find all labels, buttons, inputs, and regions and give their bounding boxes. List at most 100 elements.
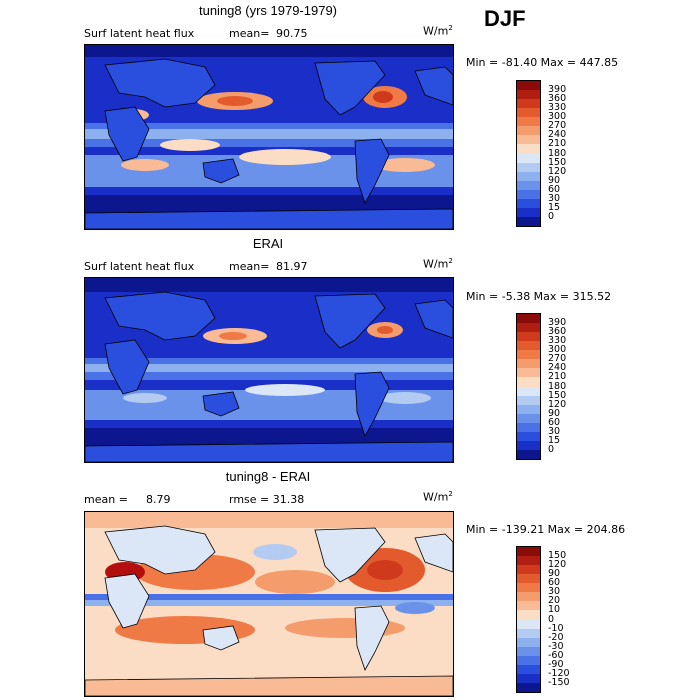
colorbar-tick-label: 0	[548, 443, 555, 455]
colorbar-segment	[517, 117, 540, 127]
colorbar-tick-label: 20	[548, 595, 561, 607]
panel-2-mean-label: mean=	[229, 260, 270, 273]
colorbar-segment	[517, 323, 540, 333]
panel-2-units: W/m2	[423, 257, 453, 271]
panel-1-colorbar	[516, 80, 541, 227]
colorbar-tick-label: 240	[548, 129, 567, 141]
panel-1-minmax: Min = -81.40 Max = 447.85	[466, 56, 619, 69]
colorbar-tick-label: 210	[548, 371, 567, 383]
colorbar-tick-label: 60	[548, 183, 561, 195]
panel-3-title: tuning8 - ERAI	[225, 469, 311, 484]
colorbar-segment	[517, 422, 540, 432]
colorbar-tick-label: 270	[548, 120, 567, 132]
colorbar-segment	[517, 108, 540, 118]
colorbar-tick-label: -10	[548, 622, 564, 634]
colorbar-segment	[517, 189, 540, 199]
panel-3-map	[84, 511, 454, 697]
panel-1-variable-label: Surf latent heat flux	[84, 27, 195, 40]
colorbar-segment	[517, 547, 540, 557]
colorbar-tick-label: 300	[548, 111, 567, 123]
colorbar-segment	[517, 601, 540, 611]
colorbar-tick-label: 60	[548, 416, 561, 428]
colorbar-tick-label: -20	[548, 631, 564, 643]
colorbar-segment	[517, 171, 540, 181]
colorbar-tick-label: 330	[548, 335, 567, 347]
colorbar-segment	[517, 99, 540, 109]
colorbar-tick-label: 120	[548, 559, 567, 571]
colorbar-tick-label: 330	[548, 102, 567, 114]
colorbar-segment	[517, 81, 540, 91]
colorbar-tick-label: -60	[548, 649, 564, 661]
colorbar-segment	[517, 126, 540, 136]
colorbar-segment	[517, 655, 540, 665]
colorbar-segment	[517, 332, 540, 342]
colorbar-segment	[517, 216, 540, 226]
colorbar-tick-label: 30	[548, 192, 561, 204]
colorbar-segment	[517, 556, 540, 566]
colorbar-tick-label: 150	[548, 550, 567, 562]
colorbar-segment	[517, 565, 540, 575]
colorbar-tick-label: 360	[548, 326, 567, 338]
colorbar-segment	[517, 610, 540, 620]
colorbar-segment	[517, 162, 540, 172]
colorbar-tick-label: 60	[548, 577, 561, 589]
colorbar-segment	[517, 637, 540, 647]
colorbar-segment	[517, 673, 540, 683]
colorbar-segment	[517, 395, 540, 405]
colorbar-tick-label: -150	[548, 676, 570, 688]
colorbar-tick-label: -120	[548, 667, 570, 679]
colorbar-segment	[517, 592, 540, 602]
colorbar-tick-label: 150	[548, 156, 567, 168]
panel-3-colorbar	[516, 546, 541, 693]
panel-2-map	[84, 277, 454, 463]
colorbar-tick-label: 120	[548, 398, 567, 410]
colorbar-segment	[517, 135, 540, 145]
colorbar-segment	[517, 377, 540, 387]
colorbar-segment	[517, 574, 540, 584]
colorbar-segment	[517, 404, 540, 414]
panel-1-mean-value: 90.75	[276, 27, 308, 40]
panel-2-minmax: Min = -5.38 Max = 315.52	[466, 290, 612, 303]
colorbar-segment	[517, 664, 540, 674]
colorbar-tick-label: 10	[548, 604, 561, 616]
colorbar-tick-label: 90	[548, 407, 561, 419]
colorbar-tick-label: 180	[548, 147, 567, 159]
colorbar-tick-label: 390	[548, 84, 567, 96]
panel-3-mean-label: mean =	[84, 493, 128, 506]
colorbar-segment	[517, 144, 540, 154]
colorbar-segment	[517, 350, 540, 360]
colorbar-tick-label: 15	[548, 434, 561, 446]
colorbar-segment	[517, 431, 540, 441]
colorbar-segment	[517, 198, 540, 208]
panel-2-colorbar	[516, 313, 541, 460]
colorbar-segment	[517, 440, 540, 450]
colorbar-tick-label: 15	[548, 201, 561, 213]
colorbar-segment	[517, 153, 540, 163]
season-label: DJF	[484, 6, 526, 31]
colorbar-segment	[517, 90, 540, 100]
panel-3-rmse: rmse = 31.38	[229, 493, 305, 506]
colorbar-segment	[517, 628, 540, 638]
colorbar-tick-label: 300	[548, 344, 567, 356]
colorbar-segment	[517, 207, 540, 217]
colorbar-segment	[517, 314, 540, 324]
colorbar-segment	[517, 646, 540, 656]
panel-2-variable-label: Surf latent heat flux	[84, 260, 195, 273]
colorbar-segment	[517, 449, 540, 459]
colorbar-segment	[517, 180, 540, 190]
colorbar-tick-label: 270	[548, 353, 567, 365]
colorbar-tick-label: 150	[548, 389, 567, 401]
panel-1-units: W/m2	[423, 24, 453, 38]
colorbar-tick-label: 30	[548, 586, 561, 598]
colorbar-tick-label: 0	[548, 613, 555, 625]
colorbar-segment	[517, 368, 540, 378]
panel-2-title: ERAI	[252, 236, 284, 251]
colorbar-tick-label: 30	[548, 425, 561, 437]
colorbar-segment	[517, 341, 540, 351]
colorbar-tick-label: 390	[548, 317, 567, 329]
colorbar-segment	[517, 619, 540, 629]
colorbar-tick-label: -30	[548, 640, 564, 652]
colorbar-tick-label: 90	[548, 568, 561, 580]
colorbar-segment	[517, 583, 540, 593]
colorbar-segment	[517, 386, 540, 396]
